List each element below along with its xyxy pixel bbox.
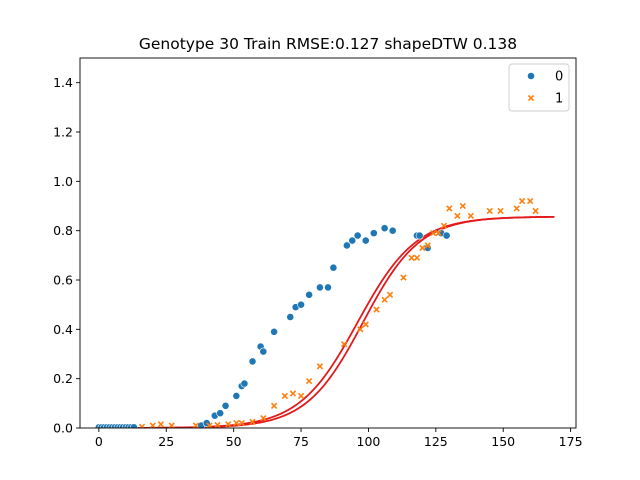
legend-marker-1 (527, 94, 535, 102)
y-tick-label: 1.2 (53, 125, 73, 140)
series-1-point (419, 244, 426, 252)
series-1-point (225, 421, 232, 428)
series-1-point (467, 212, 475, 220)
series-0-point (130, 423, 138, 428)
series-1-point (497, 207, 504, 215)
series-0-point (270, 327, 278, 336)
series-1-point (270, 402, 278, 409)
y-tick-label: 0.0 (53, 421, 73, 436)
series-0-point (248, 357, 257, 366)
series-1-point (429, 229, 437, 237)
series-1 (138, 197, 539, 428)
series-0-point (388, 226, 397, 235)
x-tick-label: 100 (357, 434, 381, 449)
series-1-point (233, 419, 240, 427)
series-1-point (362, 321, 369, 328)
series-0-point (369, 229, 378, 238)
series-1-point (435, 229, 442, 237)
legend: 01 (508, 63, 570, 112)
series-1-point (446, 205, 453, 212)
series-0-point (297, 300, 305, 309)
x-tick-label: 150 (491, 434, 515, 449)
x-tick-label: 25 (158, 434, 174, 449)
series-0-point (232, 392, 241, 400)
series-0-point (442, 231, 451, 240)
series-1-point (289, 390, 297, 397)
series-0-point (259, 347, 268, 356)
series-1-point (260, 414, 267, 422)
series-1-point (513, 205, 520, 212)
x-tick-label: 0 (95, 434, 103, 449)
series-1-point (316, 363, 324, 370)
chart-title: Genotype 30 Train RMSE:0.127 shapeDTW 0.… (139, 35, 517, 53)
series-0-point (240, 379, 249, 388)
y-tick-label: 0.8 (53, 223, 73, 238)
series-0-point (415, 231, 424, 240)
series-0-point (216, 409, 225, 418)
series-0-point (324, 283, 332, 292)
series-0-point (316, 283, 324, 292)
series-1-point (486, 207, 493, 215)
series-1-point (532, 207, 539, 215)
series-0-point (305, 290, 314, 299)
series-0-point (342, 241, 351, 250)
y-tick-label: 1.4 (53, 75, 73, 90)
legend-label-1: 1 (555, 92, 563, 107)
series-1-point (297, 392, 305, 400)
series-1-point (149, 422, 156, 428)
series-1-point (206, 422, 213, 428)
series-1-point (281, 392, 289, 400)
series-1-point (192, 422, 200, 428)
axes-frame (79, 57, 577, 429)
series-1-point (400, 274, 407, 281)
series-1-point (373, 306, 380, 313)
series-1-point (214, 421, 221, 428)
series-1-point (341, 340, 348, 348)
axes: 0 25 50 75 100 125 150 175 0.0 0.2 0.4 0.6 0.8 1.0 1.2… (53, 57, 583, 449)
series-1-point (424, 242, 431, 249)
series-1-point (381, 296, 388, 303)
series-1-point (386, 291, 394, 298)
y-tick-label: 1.0 (53, 174, 73, 189)
series-1-point (357, 326, 364, 333)
series-1-point (138, 423, 146, 428)
series-0-point (348, 236, 357, 245)
series-1-point (459, 202, 466, 210)
y-tick-label: 0.6 (53, 273, 73, 288)
series-1-point (168, 422, 175, 428)
legend-box (508, 63, 570, 112)
x-tick-label: 125 (424, 434, 448, 449)
series-0-point (423, 244, 432, 252)
series-1-point (305, 377, 313, 385)
series-1-point (249, 418, 256, 425)
series-1-point (518, 197, 526, 205)
y-tick-label: 0.4 (53, 322, 73, 337)
series-0-point (286, 313, 295, 321)
series-0 (94, 224, 451, 428)
legend-label-0: 0 (555, 70, 563, 85)
legend-marker-0 (527, 72, 535, 80)
series-0-point (380, 224, 389, 233)
x-tick-label: 175 (559, 434, 583, 449)
series-1-point (527, 197, 534, 205)
x-tick-label: 75 (293, 434, 309, 449)
series-0-point (221, 401, 230, 410)
series-1-point (238, 419, 245, 427)
series-1-point (413, 254, 421, 261)
series-1-point (157, 421, 165, 428)
series-0-point (361, 236, 370, 245)
series-1-point (454, 212, 461, 220)
series-1-point (408, 254, 415, 261)
series-0-point (329, 263, 338, 272)
y-tick-label: 0.2 (53, 371, 73, 386)
x-tick-label: 50 (226, 434, 242, 449)
series-1-point (440, 222, 448, 229)
series-0-point (353, 231, 362, 240)
